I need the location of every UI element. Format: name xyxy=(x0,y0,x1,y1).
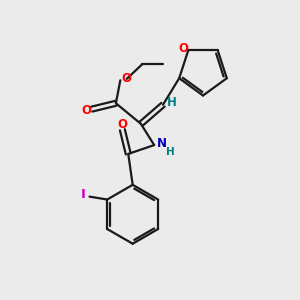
Text: O: O xyxy=(178,42,188,55)
Text: O: O xyxy=(117,118,128,131)
Text: O: O xyxy=(81,104,92,117)
Text: I: I xyxy=(81,188,86,201)
Text: H: H xyxy=(166,147,175,157)
Text: N: N xyxy=(157,137,166,150)
Text: H: H xyxy=(167,96,177,109)
Text: O: O xyxy=(121,72,131,85)
